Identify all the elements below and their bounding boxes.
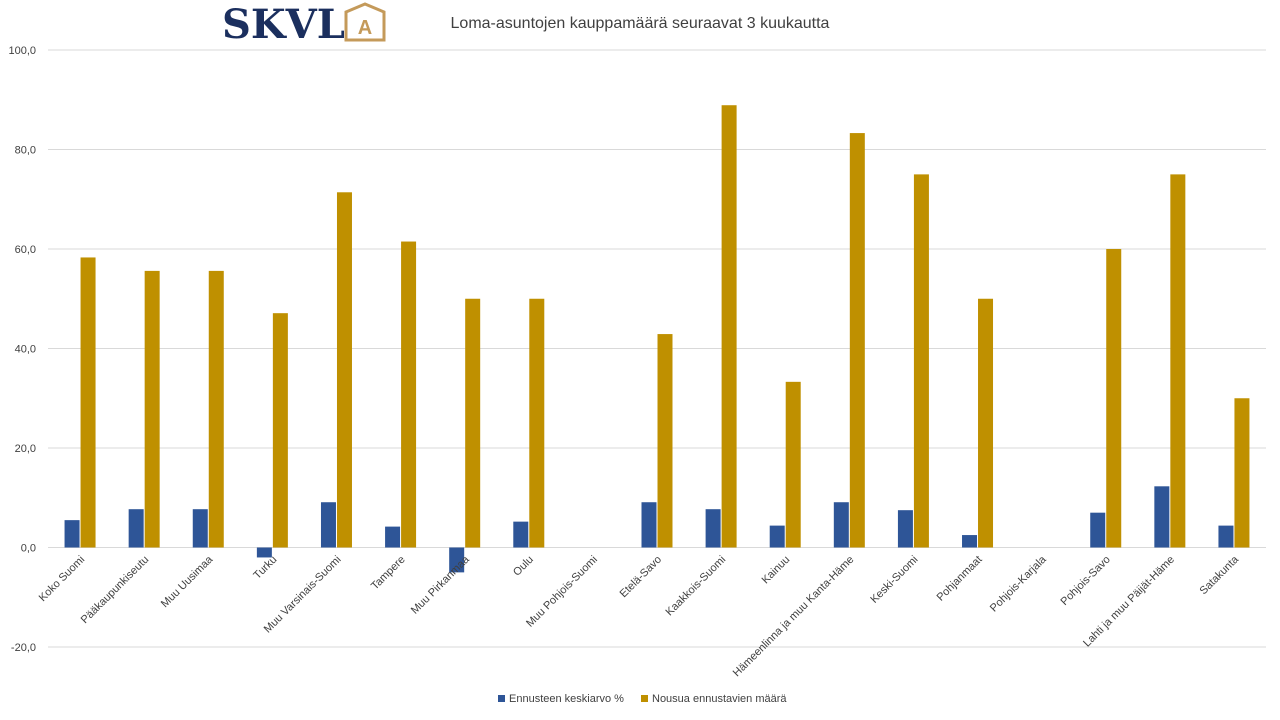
bar-series-1	[1218, 525, 1234, 548]
bar-series-2	[80, 257, 96, 548]
y-axis: 100,0 80,0 60,0 40,0 20,0 0,0 -20,0	[8, 45, 36, 654]
x-tick-label: Kainuu	[760, 554, 793, 587]
bar-series-1	[128, 509, 144, 548]
legend-label-series-1: Ennusteen keskiarvo %	[509, 693, 624, 705]
x-tick-label: Oulu	[511, 554, 536, 579]
legend: Ennusteen keskiarvo % Nousua ennustavien…	[498, 693, 787, 705]
bar-series-1	[64, 520, 80, 548]
x-tick-label: Pääkaupunkiseutu	[79, 554, 151, 626]
bar-series-1	[641, 502, 657, 548]
bars	[64, 105, 1250, 573]
bar-series-2	[657, 334, 673, 548]
x-tick-label: Pohjois-Savo	[1059, 554, 1113, 608]
skvl-logo: SKVL A	[222, 1, 386, 48]
x-tick-label: Tampere	[369, 554, 408, 593]
bar-series-1	[1090, 512, 1106, 548]
gridlines	[48, 49, 1266, 648]
x-tick-label: Muu Pirkanmaa	[409, 553, 473, 617]
y-tick-label: -20,0	[11, 642, 36, 654]
bar-series-2	[336, 192, 352, 548]
x-tick-label: Pohjanmaat	[935, 554, 985, 604]
y-tick-label: 100,0	[8, 45, 36, 57]
bar-series-2	[208, 270, 224, 548]
bar-series-2	[1234, 398, 1250, 548]
x-tick-label: Satakunta	[1198, 553, 1242, 597]
bar-series-2	[978, 298, 994, 548]
legend-label-series-2: Nousua ennustavien määrä	[652, 693, 787, 705]
bar-series-1	[449, 547, 465, 573]
bar-series-1	[192, 509, 208, 548]
y-tick-label: 20,0	[15, 443, 36, 455]
bar-series-1	[705, 509, 721, 548]
chart-title: Loma-asuntojen kauppamäärä seuraavat 3 k…	[451, 15, 830, 32]
x-tick-label: Muu Uusimaa	[159, 553, 216, 610]
y-tick-label: 0,0	[21, 543, 36, 555]
bar-series-2	[721, 105, 737, 548]
y-tick-label: 80,0	[15, 145, 36, 157]
logo-badge-icon: A	[344, 2, 386, 42]
x-tick-label: Hämeenlinna ja muu Kanta-Häme	[731, 554, 857, 680]
bar-series-1	[320, 502, 336, 548]
bar-series-1	[385, 526, 401, 548]
bar-series-2	[1106, 249, 1122, 548]
x-tick-label: Pohjois-Karjala	[988, 553, 1049, 614]
bar-series-2	[785, 381, 801, 548]
bar-series-2	[272, 313, 288, 548]
x-tick-label: Kaakkois-Suomi	[664, 554, 729, 619]
bar-series-1	[513, 521, 529, 548]
y-tick-label: 60,0	[15, 244, 36, 256]
y-tick-label: 40,0	[15, 344, 36, 356]
bar-series-2	[529, 298, 545, 548]
bar-series-1	[962, 535, 978, 548]
bar-series-2	[1170, 174, 1186, 548]
x-tick-label: Muu Pohjois-Suomi	[524, 554, 600, 630]
x-tick-label: Turku	[251, 554, 279, 582]
bar-series-1	[769, 525, 785, 548]
bar-series-2	[465, 298, 481, 548]
logo-badge-letter: A	[358, 17, 372, 39]
bar-series-2	[401, 241, 417, 548]
x-tick-label: Etelä-Savo	[618, 554, 665, 601]
legend-swatch-series-2	[641, 695, 648, 702]
logo-text: SKVL	[222, 1, 345, 48]
bar-series-1	[833, 502, 849, 548]
legend-swatch-series-1	[498, 695, 505, 702]
x-tick-label: Koko Suomi	[37, 554, 87, 604]
bar-series-1	[256, 547, 272, 558]
bar-series-1	[1154, 486, 1170, 548]
bar-series-2	[144, 270, 160, 548]
x-tick-label: Keski-Suomi	[868, 554, 920, 606]
bar-series-2	[849, 133, 865, 548]
bar-series-2	[913, 174, 929, 548]
bar-series-1	[897, 510, 913, 548]
